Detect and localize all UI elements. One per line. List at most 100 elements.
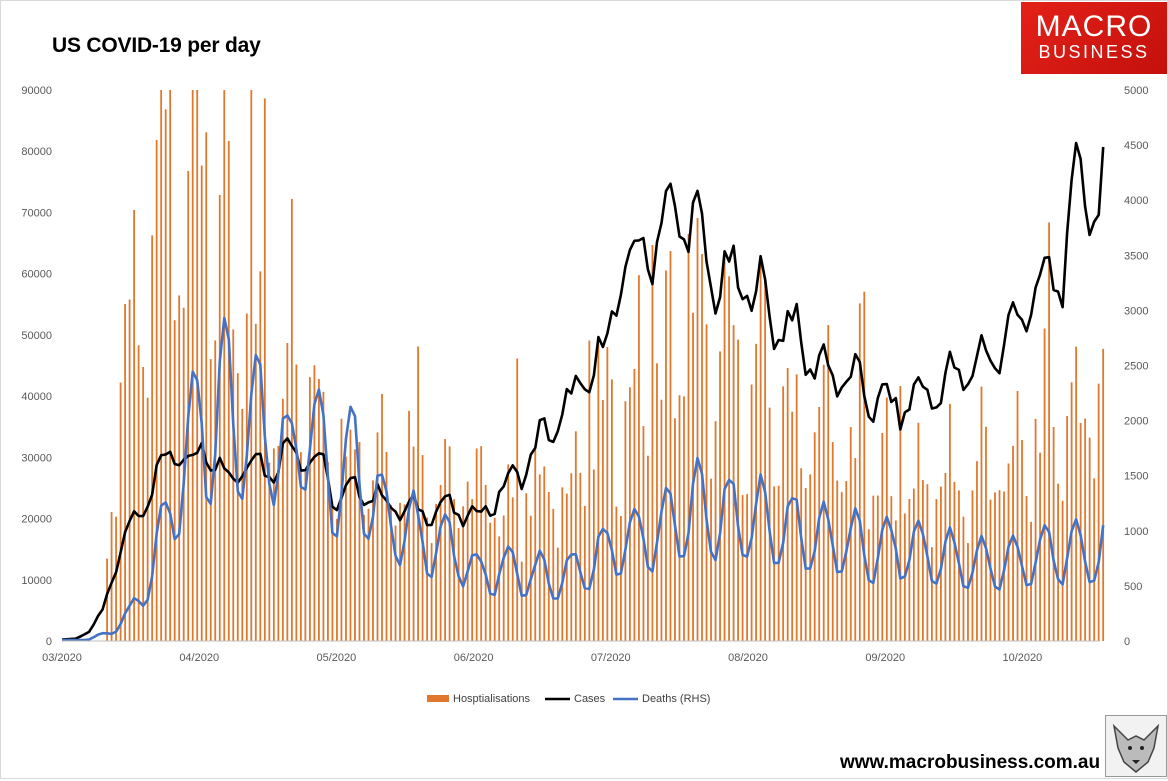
- hospitalisation-bar: [191, 90, 194, 641]
- hospitalisation-bar: [250, 90, 253, 641]
- hospitalisation-bar: [597, 343, 600, 641]
- hospitalisation-bar: [232, 329, 235, 641]
- hospitalisation-bar: [417, 346, 419, 641]
- hospitalisation-bar: [687, 233, 690, 641]
- hospitalisation-bar: [1039, 452, 1041, 641]
- logo-line-business: BUSINESS: [1038, 42, 1150, 62]
- hospitalisation-bar: [453, 499, 456, 641]
- hospitalisation-bar: [917, 422, 920, 641]
- y-right-tick-label: 3000: [1124, 305, 1148, 317]
- hospitalisation-bar: [629, 387, 631, 641]
- hospitalisation-bar: [696, 217, 699, 641]
- hospitalisation-bar: [277, 445, 280, 641]
- hospitalisation-bar: [651, 245, 654, 641]
- hospitalisation-bar: [367, 508, 370, 641]
- hospitalisation-bar: [1043, 328, 1046, 641]
- hospitalisation-bar: [750, 384, 753, 641]
- hospitalisation-bar: [286, 343, 289, 641]
- hospitalisation-bar: [507, 464, 510, 641]
- legend: Hosptialisations Cases Deaths (RHS): [427, 693, 710, 705]
- hospitalisation-bar: [1093, 478, 1096, 641]
- y-right-tick-label: 3500: [1124, 250, 1148, 262]
- y-left-tick-label: 40000: [21, 391, 52, 403]
- hospitalisation-bar: [308, 377, 311, 641]
- hospitalisation-bar: [610, 379, 613, 641]
- hospitalisation-bar: [462, 506, 465, 641]
- hospitalisation-bar: [561, 487, 564, 641]
- y-left-tick-label: 90000: [21, 85, 52, 97]
- hospitalisation-bar: [944, 472, 947, 641]
- hospitalisation-bar: [484, 484, 487, 641]
- hospitalisation-bar: [137, 345, 140, 641]
- y-right-tick-label: 2500: [1124, 361, 1148, 373]
- hospitalisation-bar: [349, 429, 352, 641]
- hospitalisation-bar: [836, 480, 839, 641]
- hospitalisation-bar: [327, 462, 329, 641]
- y-right-tick-label: 5000: [1124, 85, 1148, 97]
- hospitalisation-bar: [489, 522, 492, 641]
- hospitalisation-bar: [565, 493, 568, 641]
- hospitalisation-bar: [998, 490, 1001, 641]
- hospitalisation-bar: [263, 98, 266, 642]
- hospitalisation-bar: [498, 536, 501, 641]
- hospitalisation-bar: [759, 255, 762, 641]
- y-left-tick-label: 30000: [21, 452, 52, 464]
- hospitalisation-bar: [480, 446, 483, 641]
- x-tick-label: 03/2020: [42, 652, 82, 664]
- hospitalisation-bar: [1070, 382, 1073, 641]
- hospitalisation-bar: [1066, 416, 1069, 641]
- hospitalisation-bar: [543, 466, 546, 641]
- logo-line-macro: MACRO: [1035, 10, 1153, 43]
- hospitalisation-bar: [606, 347, 609, 641]
- hospitalisation-bar: [552, 508, 555, 641]
- y-left-tick-label: 20000: [21, 514, 52, 526]
- hospitalisation-bar: [994, 492, 996, 641]
- hospitalisation-bar: [471, 499, 474, 641]
- x-tick-label: 06/2020: [454, 652, 494, 664]
- hospitalisation-bar: [345, 456, 347, 641]
- hospitalisation-bar: [236, 373, 239, 641]
- y-right-tick-label: 500: [1124, 581, 1142, 593]
- hospitalisation-bar: [173, 320, 176, 641]
- hospitalisation-bar: [985, 426, 987, 641]
- hospitalisation-bar: [921, 480, 924, 641]
- y-right-tick-label: 4000: [1124, 195, 1148, 207]
- hospitalisation-bar: [723, 257, 726, 641]
- y-left-tick-label: 80000: [21, 146, 52, 158]
- hospitalisation-bar: [949, 403, 951, 641]
- hospitalisation-bar: [980, 386, 983, 641]
- hospitalisation-bar: [146, 397, 149, 641]
- y-right-tick-label: 1500: [1124, 471, 1148, 483]
- hospitalisation-bar: [710, 478, 712, 641]
- hospitalisation-bar: [967, 543, 969, 641]
- macro-business-logo[interactable]: MACRO BUSINESS: [1021, 2, 1167, 74]
- hospitalisation-bar: [241, 408, 244, 641]
- x-axis-labels: 03/2020 04/2020 05/2020 06/2020 07/2020 08/20…: [42, 652, 1042, 664]
- hospitalisation-bar: [295, 364, 298, 641]
- hospitalisation-bar: [525, 493, 528, 641]
- hospitalisation-bar: [1057, 483, 1059, 641]
- hospitalisation-bar: [583, 505, 586, 641]
- y-right-tick-label: 4500: [1124, 140, 1148, 152]
- website-url[interactable]: www.macrobusiness.com.au: [840, 752, 1101, 773]
- hospitalisation-bar: [196, 90, 199, 641]
- hospitalisation-bar: [683, 396, 685, 641]
- hospitalisation-bar: [1034, 418, 1037, 641]
- hospitalisation-bar: [394, 525, 397, 641]
- hospitalisation-bar: [119, 382, 122, 641]
- hospitalisation-bar: [728, 276, 730, 641]
- hospitalisation-bar: [218, 194, 221, 641]
- hospitalisation-bar: [1025, 496, 1028, 641]
- hospitalisation-bar: [354, 449, 356, 641]
- hospitalisation-bar: [876, 495, 879, 641]
- hospitalisation-bar: [827, 325, 830, 641]
- hospitalisation-bar: [737, 339, 739, 641]
- hospitalisation-bar: [245, 313, 248, 641]
- hospitalisation-bar: [502, 515, 505, 641]
- hospitalisation-bar: [444, 439, 447, 641]
- hospitalisation-bar: [313, 365, 316, 641]
- hospitalisation-bar: [372, 480, 374, 641]
- hospitalisation-bar: [1052, 427, 1055, 641]
- hospitalisation-bar: [601, 400, 604, 641]
- hospitalisation-bar: [178, 295, 181, 641]
